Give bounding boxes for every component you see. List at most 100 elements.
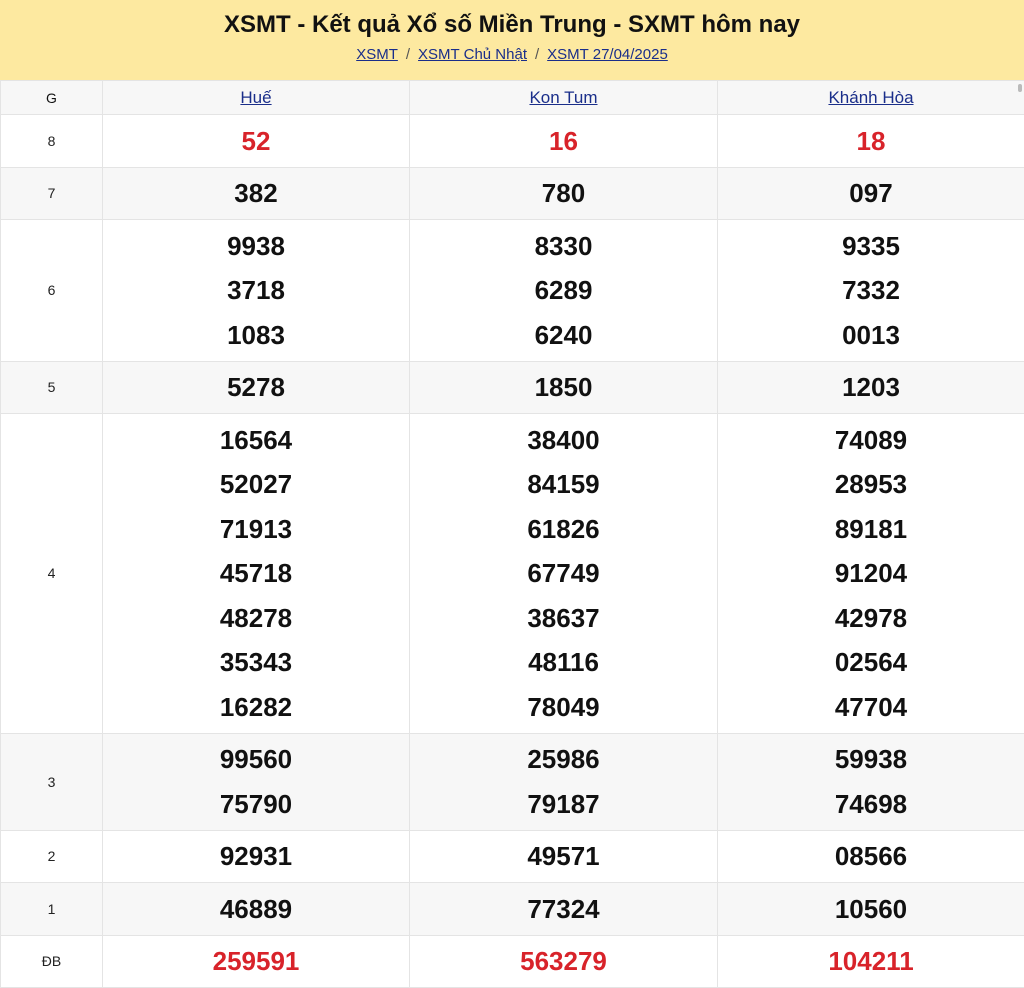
result-number: 1850: [410, 365, 717, 410]
column-header-province: Huế: [103, 81, 410, 115]
result-number: 104211: [718, 939, 1024, 984]
prize-label: ĐB: [1, 935, 103, 988]
result-cell: 259591: [103, 935, 410, 988]
result-number: 74698: [718, 782, 1024, 827]
province-link-khanh-hoa[interactable]: Khánh Hòa: [828, 88, 913, 107]
prize-label: 6: [1, 220, 103, 362]
result-number: 5278: [103, 365, 409, 410]
prize-label: 1: [1, 883, 103, 936]
result-cell: 104211: [718, 935, 1024, 988]
breadcrumb-date[interactable]: XSMT 27/04/2025: [547, 46, 668, 63]
prize-label: 2: [1, 830, 103, 883]
result-number: 259591: [103, 939, 409, 984]
result-cell: 10560: [718, 883, 1024, 936]
result-cell: 780: [410, 167, 718, 220]
result-number: 18: [718, 119, 1024, 164]
result-number: 9335: [718, 224, 1024, 269]
result-number: 6240: [410, 313, 717, 358]
result-number: 89181: [718, 507, 1024, 552]
result-cell: 77324: [410, 883, 718, 936]
result-number: 92931: [103, 834, 409, 879]
breadcrumb-xsmt[interactable]: XSMT: [356, 46, 398, 63]
result-number: 67749: [410, 551, 717, 596]
column-header-province: Kon Tum: [410, 81, 718, 115]
result-number: 16564: [103, 418, 409, 463]
result-number: 3718: [103, 268, 409, 313]
result-number: 38637: [410, 596, 717, 641]
result-number: 8330: [410, 224, 717, 269]
breadcrumb-xsmt-chu-nhat[interactable]: XSMT Chủ Nhật: [418, 46, 527, 63]
result-number: 0013: [718, 313, 1024, 358]
result-number: 52: [103, 119, 409, 164]
result-number: 563279: [410, 939, 717, 984]
result-number: 10560: [718, 887, 1024, 932]
result-cell: 1850: [410, 361, 718, 414]
result-cell: 563279: [410, 935, 718, 988]
province-link-hue[interactable]: Huế: [240, 88, 271, 107]
result-number: 38400: [410, 418, 717, 463]
result-number: 84159: [410, 462, 717, 507]
result-cell: 5278: [103, 361, 410, 414]
result-number: 46889: [103, 887, 409, 932]
breadcrumb: XSMT / XSMT Chủ Nhật / XSMT 27/04/2025: [0, 46, 1024, 63]
result-number: 780: [410, 171, 717, 216]
result-cell: 382: [103, 167, 410, 220]
result-number: 91204: [718, 551, 1024, 596]
scrollbar[interactable]: [1018, 84, 1022, 92]
result-number: 16282: [103, 685, 409, 730]
result-cell: 49571: [410, 830, 718, 883]
province-link-kon-tum[interactable]: Kon Tum: [529, 88, 597, 107]
result-number: 6289: [410, 268, 717, 313]
result-cell: 16: [410, 115, 718, 168]
result-number: 47704: [718, 685, 1024, 730]
page-header: XSMT - Kết quả Xổ số Miền Trung - SXMT h…: [0, 0, 1024, 80]
result-number: 45718: [103, 551, 409, 596]
result-number: 48278: [103, 596, 409, 641]
prize-label: 3: [1, 733, 103, 830]
result-number: 35343: [103, 640, 409, 685]
result-number: 1203: [718, 365, 1024, 410]
result-number: 16: [410, 119, 717, 164]
column-header-province: Khánh Hòa: [718, 81, 1024, 115]
result-cell: 92931: [103, 830, 410, 883]
result-cell: 18: [718, 115, 1024, 168]
result-number: 49571: [410, 834, 717, 879]
result-number: 42978: [718, 596, 1024, 641]
table-header: G Huế Kon Tum Khánh Hòa: [1, 81, 1024, 115]
page-title: XSMT - Kết quả Xổ số Miền Trung - SXMT h…: [0, 10, 1024, 40]
result-number: 59938: [718, 737, 1024, 782]
result-number: 75790: [103, 782, 409, 827]
result-number: 7332: [718, 268, 1024, 313]
result-number: 79187: [410, 782, 717, 827]
result-number: 28953: [718, 462, 1024, 507]
result-number: 097: [718, 171, 1024, 216]
prize-label: 8: [1, 115, 103, 168]
result-number: 382: [103, 171, 409, 216]
breadcrumb-separator: /: [406, 46, 410, 63]
result-number: 25986: [410, 737, 717, 782]
result-number: 1083: [103, 313, 409, 358]
result-number: 71913: [103, 507, 409, 552]
result-cell: 1203: [718, 361, 1024, 414]
result-number: 48116: [410, 640, 717, 685]
prize-label: 5: [1, 361, 103, 414]
result-number: 02564: [718, 640, 1024, 685]
result-number: 78049: [410, 685, 717, 730]
result-number: 99560: [103, 737, 409, 782]
breadcrumb-separator: /: [535, 46, 539, 63]
prize-label: 4: [1, 414, 103, 734]
result-cell: 097: [718, 167, 1024, 220]
